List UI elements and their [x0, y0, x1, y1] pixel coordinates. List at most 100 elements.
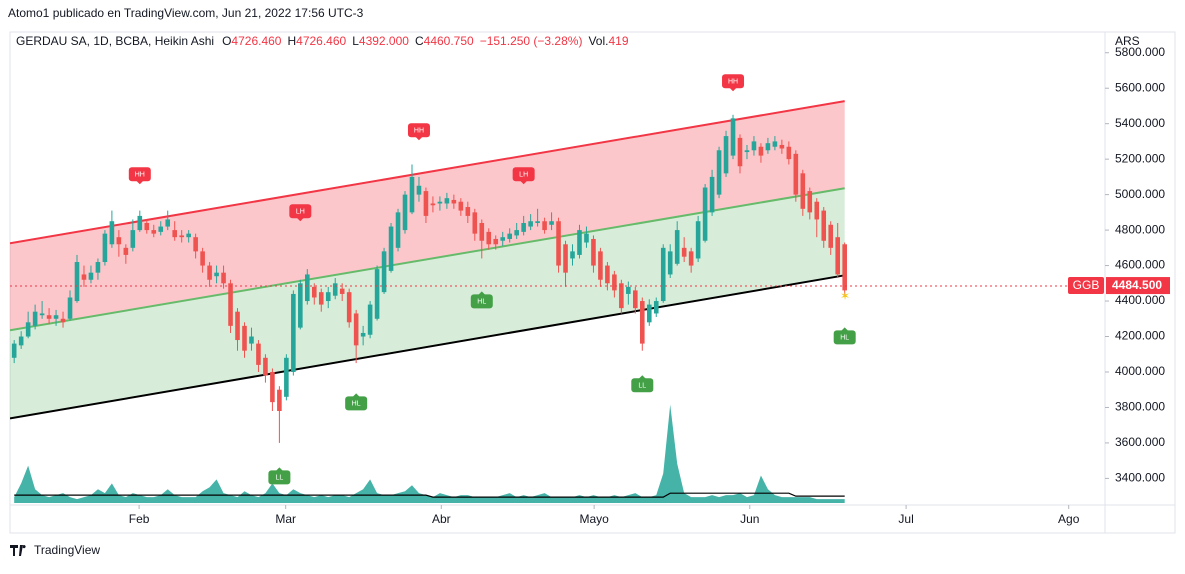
- candle-body: [549, 221, 554, 225]
- symbol: GERDAU SA, 1D, BCBA, Heikin Ashi: [16, 34, 214, 48]
- candle-body: [311, 286, 317, 298]
- candle-body: [639, 301, 645, 344]
- candle-body: [144, 223, 150, 231]
- x-tick-label: Abr: [432, 512, 451, 526]
- candle-body: [109, 221, 115, 245]
- candle-body: [193, 237, 198, 252]
- pivot-marker: [470, 294, 493, 309]
- candle-body: [814, 201, 820, 220]
- ohlc-value: 4726.460: [296, 34, 346, 48]
- pivot-marker: [345, 396, 368, 411]
- alert-star: ✶: [840, 289, 850, 303]
- candle-body: [88, 272, 94, 280]
- candle-body: [674, 230, 680, 264]
- price-badge: [1106, 277, 1170, 295]
- candle-body: [325, 292, 331, 302]
- ohlc-label: C: [415, 34, 424, 48]
- candle-body: [612, 274, 617, 291]
- volume-ma: [14, 492, 845, 498]
- candle-body: [835, 237, 841, 275]
- candle-body: [605, 265, 610, 284]
- candle-body: [779, 144, 785, 149]
- candle-body: [402, 194, 408, 231]
- candle-body: [284, 357, 289, 397]
- candles: [11, 114, 847, 443]
- symbol-badge-text: GGB: [1073, 278, 1100, 292]
- change: −151.250 (−3.28%): [480, 34, 583, 48]
- legend-header: GERDAU SA, 1D, BCBA, Heikin Ashi O4726.46…: [16, 34, 629, 48]
- candle-body: [137, 215, 143, 231]
- pivot-label: HH: [135, 172, 145, 179]
- x-tick-label: Jun: [740, 512, 759, 526]
- pivot-label: LH: [519, 172, 528, 179]
- candle-body: [772, 141, 778, 147]
- candle-body: [646, 304, 652, 323]
- pivot-marker: [512, 167, 535, 182]
- candle-body: [81, 274, 87, 280]
- candle-body: [53, 315, 59, 319]
- candle-body: [305, 274, 310, 302]
- candle-body: [660, 247, 666, 302]
- candle-body: [46, 315, 52, 319]
- candle-body: [793, 153, 799, 195]
- y-tick-label: 3400.000: [1115, 471, 1165, 485]
- candle-body: [430, 203, 436, 206]
- candle-body: [542, 221, 547, 231]
- y-tick-label: 4600.000: [1115, 258, 1165, 272]
- candle-body: [451, 199, 457, 204]
- candle-body: [381, 251, 387, 293]
- candle-body: [807, 191, 813, 213]
- pivot-label: HL: [477, 299, 486, 306]
- pivot-label: HL: [352, 401, 361, 408]
- candle-body: [786, 146, 792, 160]
- candle-body: [298, 283, 303, 328]
- pivot-label: LL: [638, 383, 646, 390]
- candle-body: [67, 297, 73, 319]
- y-tick-label: 5400.000: [1115, 116, 1165, 130]
- candle-body: [633, 290, 638, 309]
- candle-body: [39, 313, 45, 316]
- candle-body: [730, 118, 736, 156]
- candle-body: [465, 207, 471, 216]
- candle-body: [102, 233, 108, 263]
- volume-pane: [14, 404, 845, 503]
- candle-body: [667, 251, 673, 275]
- pivot-marker: [833, 330, 856, 345]
- candle-body: [318, 292, 324, 305]
- candle-body: [500, 237, 506, 241]
- candle-body: [584, 233, 589, 243]
- candle-body: [242, 325, 247, 351]
- ohlc-value: 4726.460: [231, 34, 281, 48]
- candle-body: [200, 251, 205, 266]
- candle-body: [458, 201, 464, 211]
- candle-body: [653, 301, 659, 314]
- candle-body: [339, 288, 345, 294]
- candle-body: [598, 251, 603, 280]
- volume-label: Vol.: [588, 34, 608, 48]
- candle-body: [737, 137, 743, 167]
- candle-body: [353, 313, 359, 346]
- candle-body: [800, 173, 806, 209]
- candle-body: [514, 230, 519, 236]
- candle-body: [172, 230, 178, 238]
- candle-body: [186, 233, 191, 238]
- x-tick-label: Feb: [129, 512, 150, 526]
- y-tick-label: 5000.000: [1115, 187, 1165, 201]
- candle-body: [207, 265, 212, 280]
- candle-body: [716, 150, 722, 195]
- candle-body: [409, 176, 415, 213]
- candle-body: [688, 251, 694, 266]
- candle-body: [416, 185, 422, 195]
- ohlc-value: 4392.000: [359, 34, 409, 48]
- pivots: HH LH HH LH HH HL HL LL LL HL: [128, 74, 856, 485]
- candle-body: [367, 304, 373, 335]
- publisher-note: Atomo1 publicado en TradingView.com, Jun…: [8, 6, 364, 20]
- pivot-marker: [722, 74, 745, 89]
- candle-body: [256, 343, 261, 365]
- candle-body: [11, 343, 17, 358]
- y-tick-label: 3800.000: [1115, 400, 1165, 414]
- pivot-label: HH: [414, 128, 424, 135]
- channel-line: [10, 274, 845, 420]
- y-tick-label: 5200.000: [1115, 151, 1165, 165]
- candle-body: [758, 146, 764, 156]
